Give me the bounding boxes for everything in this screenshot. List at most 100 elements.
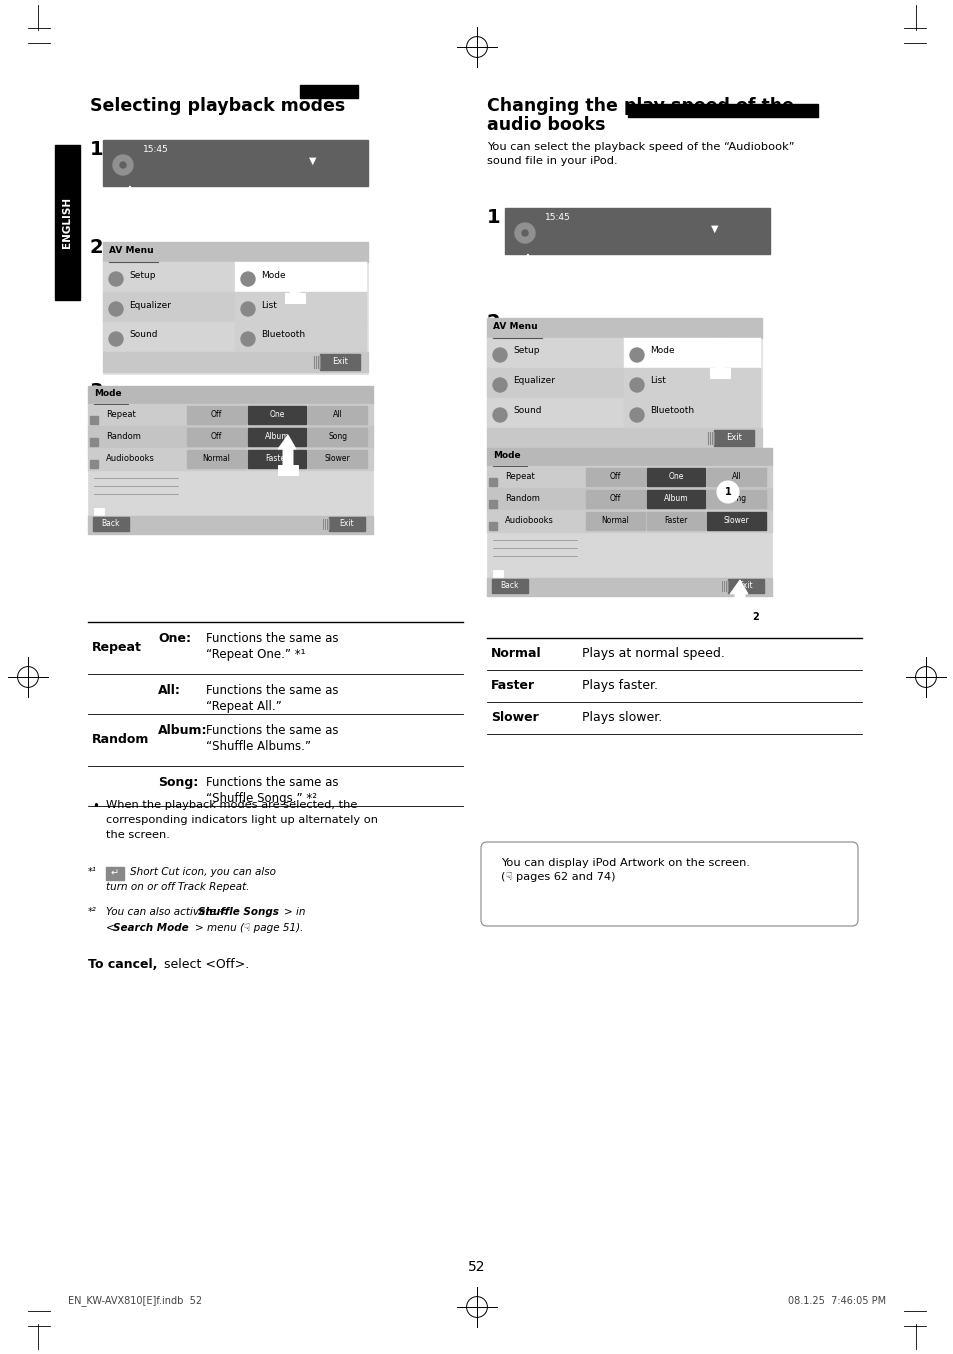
Bar — [706, 490, 765, 508]
Bar — [187, 428, 246, 445]
Text: 2: 2 — [752, 612, 759, 621]
Text: All:: All: — [158, 684, 181, 697]
Polygon shape — [285, 263, 303, 295]
Bar — [646, 468, 704, 486]
Bar — [623, 338, 760, 368]
Text: Repeat: Repeat — [106, 410, 135, 420]
Text: *¹: *¹ — [88, 867, 96, 877]
Polygon shape — [729, 580, 747, 612]
Text: Changing the play speed of the: Changing the play speed of the — [486, 97, 793, 115]
Text: AV Menu: AV Menu — [109, 246, 153, 255]
Text: Functions the same as: Functions the same as — [206, 684, 338, 697]
Bar — [187, 406, 246, 424]
Text: Back: Back — [102, 520, 120, 528]
Text: 08.1.25  7:46:05 PM: 08.1.25 7:46:05 PM — [787, 1296, 885, 1307]
Text: Setup: Setup — [129, 271, 155, 279]
Bar — [88, 427, 373, 448]
Text: Bluetooth: Bluetooth — [649, 406, 694, 416]
Bar — [729, 611, 749, 620]
Text: Off: Off — [609, 494, 620, 504]
Bar — [706, 468, 765, 486]
Text: 2: 2 — [486, 313, 500, 332]
Bar — [234, 292, 367, 322]
Text: sound file in your iPod.: sound file in your iPod. — [486, 156, 617, 167]
Bar — [493, 570, 502, 580]
Text: Plays slower.: Plays slower. — [581, 711, 661, 724]
Text: One: One — [668, 473, 683, 482]
Circle shape — [493, 378, 506, 393]
Text: 3: 3 — [90, 382, 103, 401]
Circle shape — [241, 332, 254, 347]
Bar — [103, 263, 234, 292]
Bar — [486, 338, 623, 368]
Bar — [88, 516, 373, 533]
Bar — [489, 500, 497, 508]
Text: Song:: Song: — [158, 776, 198, 789]
Text: Repeat: Repeat — [91, 642, 142, 654]
Bar — [486, 428, 761, 448]
Text: Sound: Sound — [513, 406, 541, 416]
Text: Exit: Exit — [725, 433, 741, 443]
Bar — [88, 448, 373, 470]
Text: All: All — [731, 473, 740, 482]
Text: “Repeat One.” *¹: “Repeat One.” *¹ — [206, 649, 305, 661]
Bar — [103, 139, 368, 185]
Circle shape — [629, 408, 643, 422]
Text: Plays faster.: Plays faster. — [581, 680, 658, 692]
FancyBboxPatch shape — [480, 842, 857, 926]
Text: Mode: Mode — [649, 347, 674, 356]
Text: Equalizer: Equalizer — [513, 376, 555, 386]
Bar — [504, 209, 769, 255]
Polygon shape — [120, 185, 138, 218]
Text: Functions the same as: Functions the same as — [206, 632, 338, 645]
Text: Mode: Mode — [493, 451, 520, 460]
Text: Search Mode: Search Mode — [112, 923, 189, 933]
Text: the screen.: the screen. — [106, 830, 170, 839]
Text: 1: 1 — [90, 139, 104, 158]
Text: Normal: Normal — [491, 647, 541, 661]
Bar — [90, 416, 98, 424]
Bar — [517, 284, 537, 294]
Bar — [486, 448, 771, 596]
Text: ▼: ▼ — [711, 223, 718, 234]
Text: Faster: Faster — [663, 516, 687, 525]
Text: 15:45: 15:45 — [544, 213, 570, 222]
Circle shape — [241, 302, 254, 315]
Bar — [646, 490, 704, 508]
Bar — [88, 386, 373, 533]
Bar — [727, 580, 763, 593]
Circle shape — [629, 378, 643, 393]
Text: > in: > in — [284, 907, 305, 917]
Text: Faster: Faster — [491, 680, 535, 692]
Text: Album:: Album: — [158, 724, 208, 737]
Text: “Repeat All.”: “Repeat All.” — [206, 700, 281, 714]
Text: You can display iPod Artwork on the screen.: You can display iPod Artwork on the scre… — [500, 858, 749, 868]
Text: Plays at normal speed.: Plays at normal speed. — [581, 647, 724, 661]
Bar — [486, 318, 761, 338]
Text: Album: Album — [663, 494, 688, 504]
Bar — [713, 431, 753, 445]
Text: When the playback modes are selected, the: When the playback modes are selected, th… — [106, 800, 357, 810]
Text: select <Off>.: select <Off>. — [160, 959, 249, 971]
Bar — [623, 398, 760, 428]
Bar — [234, 263, 367, 292]
Text: List: List — [649, 376, 665, 386]
Bar — [103, 352, 368, 372]
Text: Bluetooth: Bluetooth — [261, 330, 305, 340]
Circle shape — [109, 302, 123, 315]
Bar — [90, 437, 98, 445]
Text: Back: Back — [500, 581, 518, 590]
Bar — [319, 353, 359, 370]
Bar — [103, 322, 234, 352]
Bar — [285, 292, 305, 303]
Bar — [277, 464, 297, 475]
Bar — [706, 512, 765, 529]
Text: Slower: Slower — [723, 516, 749, 525]
Circle shape — [241, 272, 254, 286]
Bar — [646, 512, 704, 529]
Text: Album: Album — [264, 432, 289, 441]
Bar — [627, 104, 817, 116]
Text: > menu (☟ page 51).: > menu (☟ page 51). — [194, 923, 303, 933]
Bar — [486, 448, 771, 466]
Circle shape — [120, 162, 126, 168]
